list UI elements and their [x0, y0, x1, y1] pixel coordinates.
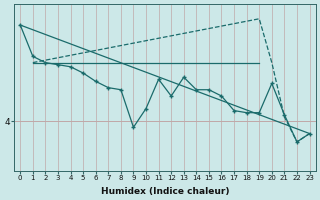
X-axis label: Humidex (Indice chaleur): Humidex (Indice chaleur) [101, 187, 229, 196]
